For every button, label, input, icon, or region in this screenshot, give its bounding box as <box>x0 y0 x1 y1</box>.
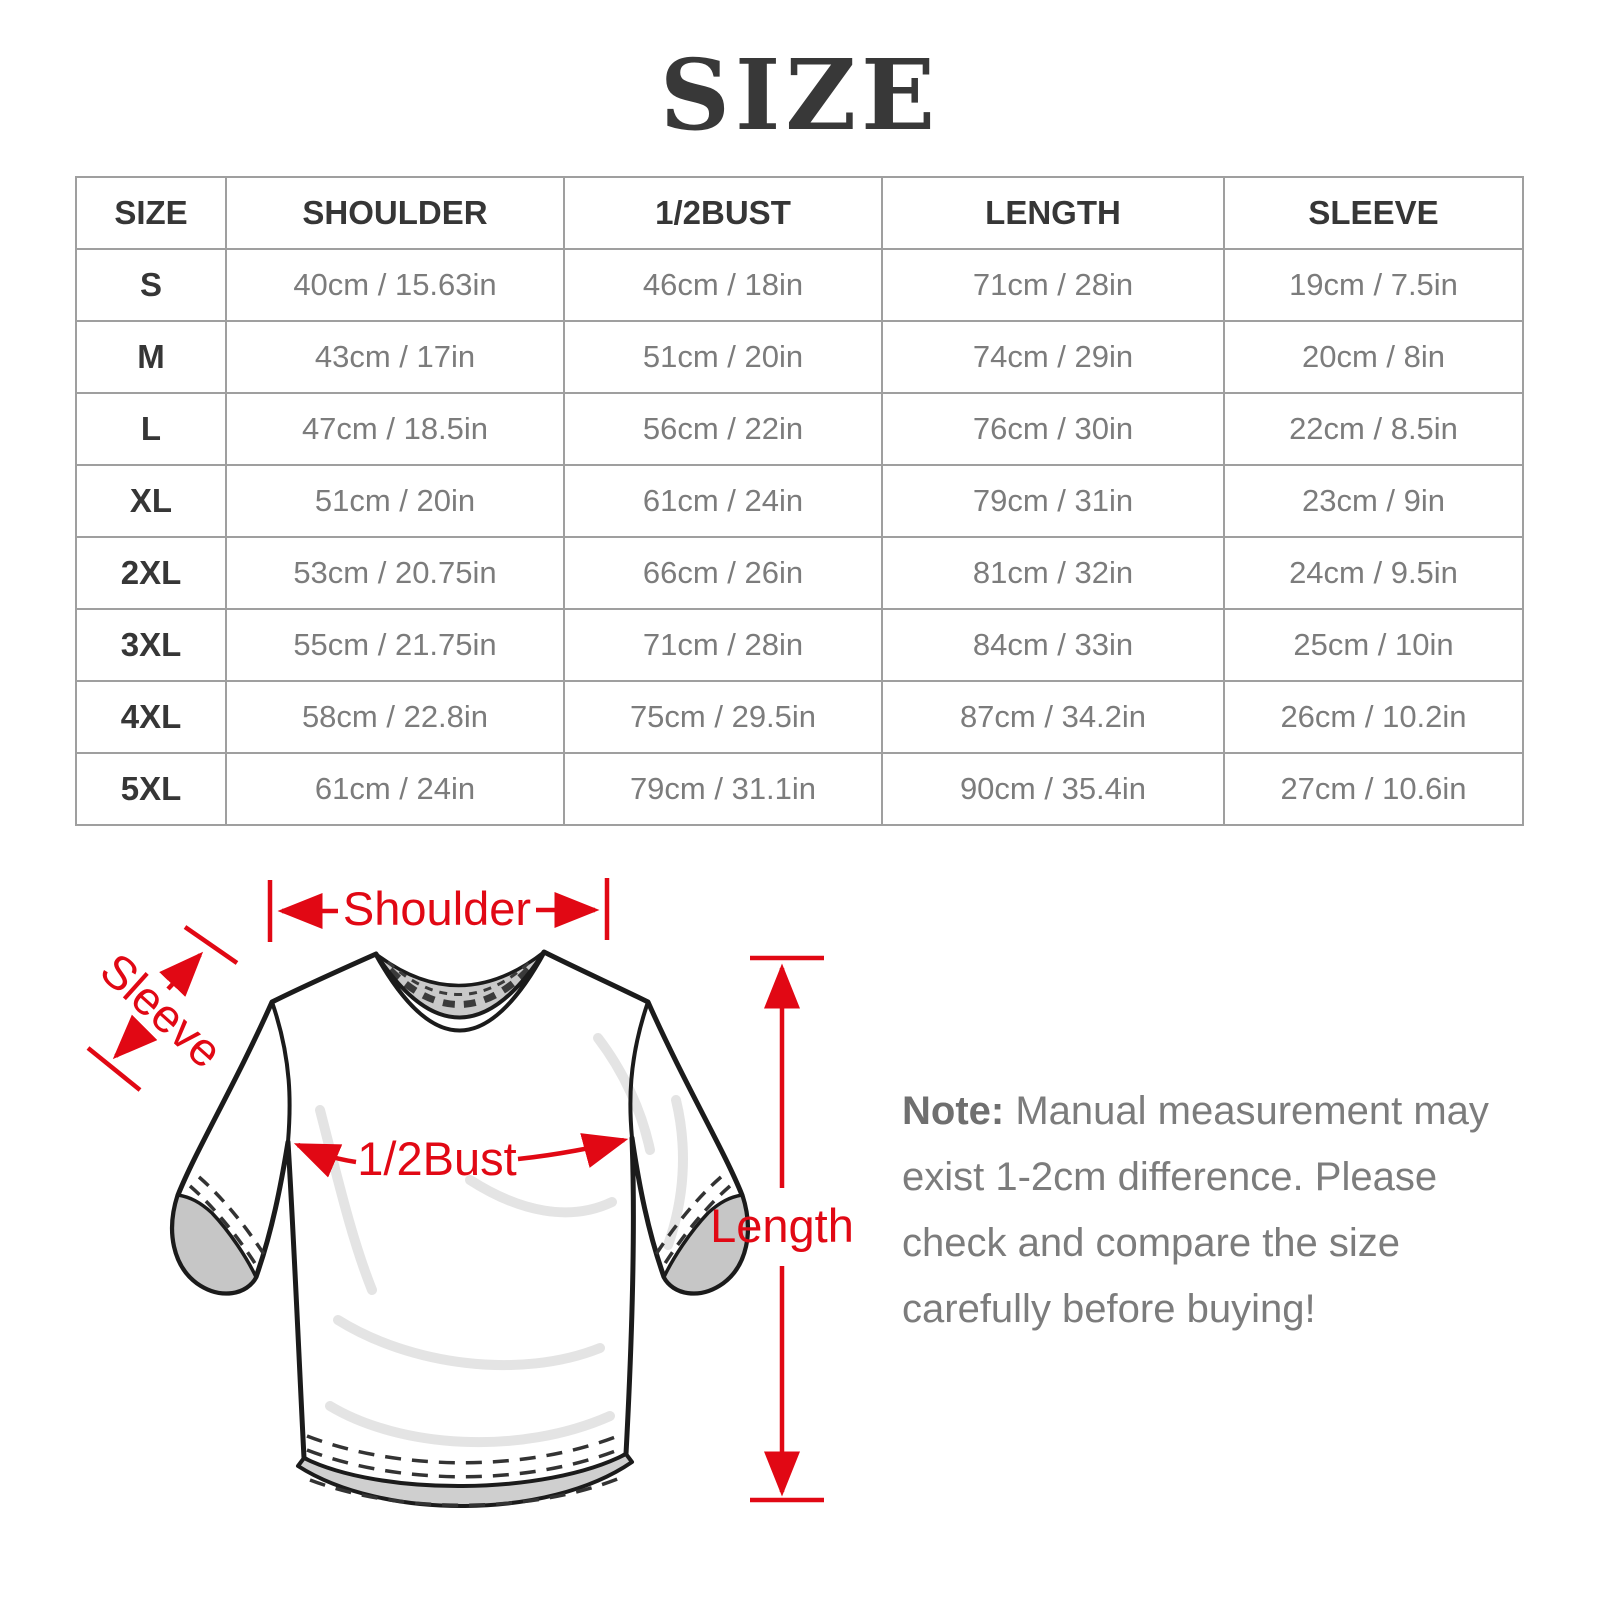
note-line: exist 1-2cm difference. Please <box>902 1155 1438 1199</box>
cell-size: 2XL <box>75 536 227 610</box>
header-bust: 1/2BUST <box>563 176 883 250</box>
cell-size: L <box>75 392 227 466</box>
cell-sleeve: 20cm / 8in <box>1223 320 1524 394</box>
left-armhole-seam <box>270 1001 292 1143</box>
cell-sleeve: 27cm / 10.6in <box>1223 752 1524 826</box>
bust-dimension-arrow <box>293 1133 629 1178</box>
measurement-diagram: Shoulder Sleeve 1/2Bust Length <box>86 878 854 1508</box>
right-cuff-stitches <box>651 1175 732 1269</box>
cell-shoulder: 47cm / 18.5in <box>225 392 565 466</box>
cell-length: 81cm / 32in <box>881 536 1225 610</box>
shoulder-label: Shoulder <box>343 882 531 935</box>
cell-shoulder: 51cm / 20in <box>225 464 565 538</box>
cell-size: XL <box>75 464 227 538</box>
table-row: 4XL 58cm / 22.8in 75cm / 29.5in 87cm / 3… <box>75 680 1524 754</box>
cell-bust: 66cm / 26in <box>563 536 883 610</box>
left-cuff-opening <box>170 1193 258 1295</box>
note-line: carefully before buying! <box>902 1287 1316 1331</box>
cell-sleeve: 26cm / 10.2in <box>1223 680 1524 754</box>
cell-size: 4XL <box>75 680 227 754</box>
cell-shoulder: 55cm / 21.75in <box>225 608 565 682</box>
cell-shoulder: 43cm / 17in <box>225 320 565 394</box>
table-row: M 43cm / 17in 51cm / 20in 74cm / 29in 20… <box>75 320 1524 394</box>
table-row: 5XL 61cm / 24in 79cm / 31.1in 90cm / 35.… <box>75 752 1524 826</box>
page-title: SIZE <box>659 38 941 152</box>
cell-size: M <box>75 320 227 394</box>
cell-shoulder: 40cm / 15.63in <box>225 248 565 322</box>
note-line: Note: Manual measurement may <box>902 1078 1542 1144</box>
cell-bust: 51cm / 20in <box>563 320 883 394</box>
cell-length: 79cm / 31in <box>881 464 1225 538</box>
collar-band <box>374 950 546 1033</box>
cell-shoulder: 61cm / 24in <box>225 752 565 826</box>
cell-length: 71cm / 28in <box>881 248 1225 322</box>
cell-bust: 75cm / 29.5in <box>563 680 883 754</box>
cell-sleeve: 23cm / 9in <box>1223 464 1524 538</box>
cell-shoulder: 53cm / 20.75in <box>225 536 565 610</box>
cell-length: 90cm / 35.4in <box>881 752 1225 826</box>
bust-label: 1/2Bust <box>357 1132 516 1185</box>
cell-length: 76cm / 30in <box>881 392 1225 466</box>
hem-stitches <box>306 1432 624 1507</box>
cell-length: 87cm / 34.2in <box>881 680 1225 754</box>
header-length: LENGTH <box>881 176 1225 250</box>
cell-sleeve: 22cm / 8.5in <box>1223 392 1524 466</box>
size-table: SIZE SHOULDER 1/2BUST LENGTH SLEEVE S 40… <box>75 176 1524 826</box>
size-table-header-row: SIZE SHOULDER 1/2BUST LENGTH SLEEVE <box>75 176 1524 250</box>
shoulder-dimension-arrow <box>267 878 610 942</box>
tshirt-illustration <box>170 949 750 1508</box>
note-line: check and compare the size <box>902 1221 1401 1265</box>
cell-sleeve: 25cm / 10in <box>1223 608 1524 682</box>
note-text: Manual measurement may <box>1015 1089 1489 1133</box>
cell-size: 3XL <box>75 608 227 682</box>
measurement-note: Note: Manual measurement may exist 1-2cm… <box>902 1078 1542 1342</box>
header-sleeve: SLEEVE <box>1223 176 1524 250</box>
sleeve-dimension-arrow <box>86 925 239 1092</box>
right-armhole-seam <box>628 1001 650 1139</box>
sleeve-label: Sleeve <box>91 942 233 1078</box>
cell-bust: 46cm / 18in <box>563 248 883 322</box>
cell-bust: 71cm / 28in <box>563 608 883 682</box>
length-dimension-arrow <box>750 955 824 1503</box>
right-cuff-opening <box>662 1193 750 1295</box>
cell-sleeve: 24cm / 9.5in <box>1223 536 1524 610</box>
cell-length: 84cm / 33in <box>881 608 1225 682</box>
note-prefix: Note: <box>902 1089 1005 1133</box>
left-cuff-stitches <box>188 1175 269 1269</box>
tshirt-wrinkles <box>315 1033 688 1448</box>
collar-stitch-tape <box>387 965 533 1008</box>
table-row: 3XL 55cm / 21.75in 71cm / 28in 84cm / 33… <box>75 608 1524 682</box>
hem-rolled-band <box>296 1452 634 1508</box>
collar-stitch-line <box>386 958 534 996</box>
cell-sleeve: 19cm / 7.5in <box>1223 248 1524 322</box>
header-shoulder: SHOULDER <box>225 176 565 250</box>
cell-shoulder: 58cm / 22.8in <box>225 680 565 754</box>
cell-length: 74cm / 29in <box>881 320 1225 394</box>
header-size: SIZE <box>75 176 227 250</box>
table-row: XL 51cm / 20in 61cm / 24in 79cm / 31in 2… <box>75 464 1524 538</box>
cell-bust: 56cm / 22in <box>563 392 883 466</box>
cell-size: 5XL <box>75 752 227 826</box>
cell-bust: 61cm / 24in <box>563 464 883 538</box>
length-label: Length <box>710 1199 854 1252</box>
table-row: S 40cm / 15.63in 46cm / 18in 71cm / 28in… <box>75 248 1524 322</box>
table-row: L 47cm / 18.5in 56cm / 22in 76cm / 30in … <box>75 392 1524 466</box>
table-row: 2XL 53cm / 20.75in 66cm / 26in 81cm / 32… <box>75 536 1524 610</box>
cell-bust: 79cm / 31.1in <box>563 752 883 826</box>
cell-size: S <box>75 248 227 322</box>
